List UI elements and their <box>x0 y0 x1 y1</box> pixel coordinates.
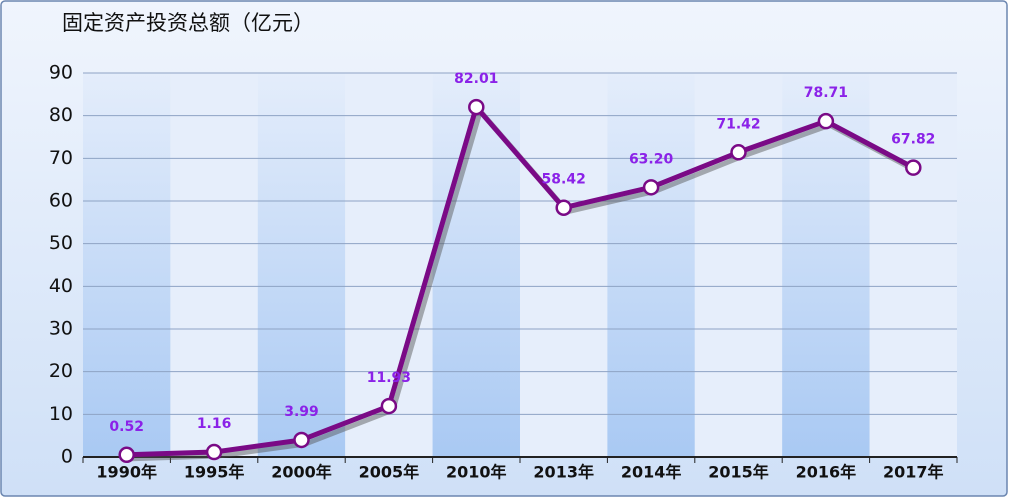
data-label: 11.93 <box>367 370 411 386</box>
x-tick-label: 2000年 <box>271 463 332 482</box>
column-band <box>694 73 783 457</box>
point <box>642 179 660 196</box>
column-band <box>257 73 346 457</box>
x-tick-label: 2010年 <box>446 463 507 482</box>
chart-title: 固定资产投资总额（亿元） <box>62 11 314 35</box>
point <box>905 159 922 176</box>
point <box>468 98 485 116</box>
column-band <box>869 73 957 457</box>
data-label: 0.52 <box>109 419 144 435</box>
column-band <box>520 73 608 457</box>
data-label: 82.01 <box>454 71 498 87</box>
point <box>380 397 398 415</box>
y-tick-label: 0 <box>61 446 73 468</box>
data-label: 78.71 <box>804 85 848 101</box>
data-label: 63.20 <box>629 151 674 167</box>
line <box>126 104 915 458</box>
point <box>555 199 572 216</box>
x-tick-label: 2015年 <box>708 463 769 482</box>
x-tick-label: 1995年 <box>184 463 245 482</box>
y-tick-label: 50 <box>49 232 73 254</box>
y-tick-label: 80 <box>49 104 73 126</box>
point <box>730 144 747 161</box>
point <box>118 446 135 464</box>
x-tick-label: 2017年 <box>883 463 944 482</box>
data-label: 1.16 <box>197 416 232 432</box>
x-tick-label: 2013年 <box>533 463 594 482</box>
column-band <box>607 73 695 457</box>
data-label: 58.42 <box>542 172 586 188</box>
x-tick-label: 2016年 <box>796 463 857 482</box>
data-label: 3.99 <box>284 404 319 420</box>
data-label: 71.42 <box>716 116 760 132</box>
column-band <box>170 73 258 457</box>
x-tick-label: 1990年 <box>96 463 157 482</box>
y-tick-label: 60 <box>49 190 73 212</box>
point <box>205 443 223 461</box>
y-tick-label: 30 <box>49 318 73 340</box>
point <box>293 431 310 449</box>
column-band <box>345 73 433 457</box>
data-label: 67.82 <box>891 132 935 148</box>
y-tick-label: 70 <box>49 147 73 169</box>
y-tick-label: 90 <box>49 62 73 84</box>
y-tick-label: 10 <box>49 403 73 425</box>
column-band <box>83 73 171 457</box>
x-tick-label: 2005年 <box>359 463 420 482</box>
y-tick-label: 40 <box>49 275 73 297</box>
x-tick-label: 2014年 <box>621 463 682 482</box>
point <box>817 112 835 130</box>
y-tick-label: 20 <box>49 360 73 382</box>
